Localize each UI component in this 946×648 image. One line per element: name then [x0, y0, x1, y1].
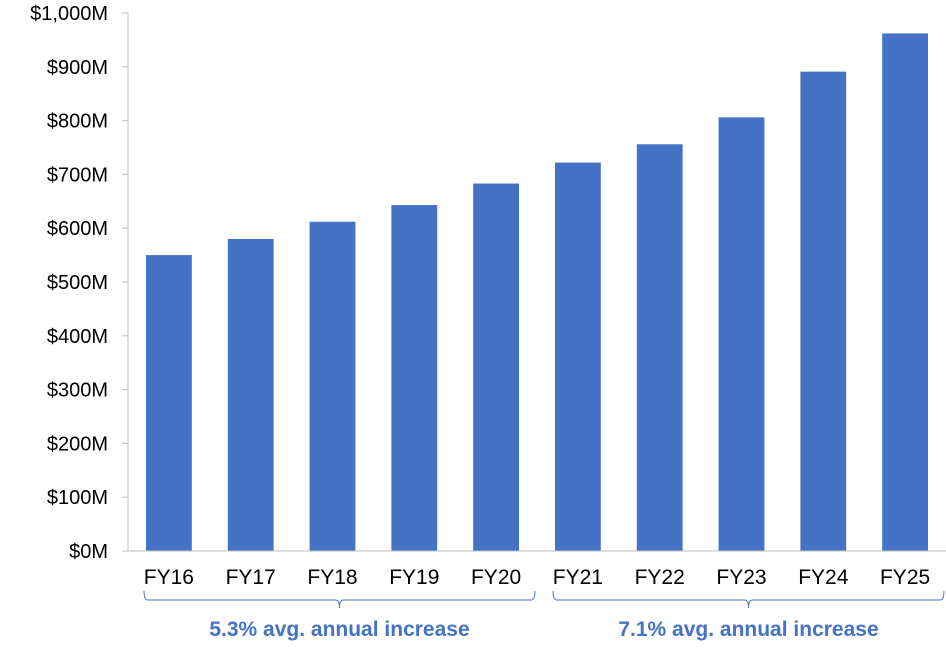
brace-2 — [552, 590, 945, 609]
x-tick-label: FY25 — [880, 566, 930, 589]
y-tick-label: $900M — [47, 57, 108, 79]
y-tick-label: $600M — [47, 218, 108, 240]
x-axis: FY16 FY17 FY18 FY19 FY20 FY21 FY22 FY23 FY24 FY25 — [128, 550, 946, 589]
y-tick-label: $400M — [47, 326, 108, 348]
bar-fy16 — [145, 255, 192, 551]
x-tick-label: FY18 — [307, 566, 357, 589]
annotations: 5.3% avg. annual increase 7.1% avg. annua… — [143, 590, 945, 641]
x-tick-label: FY23 — [716, 566, 766, 589]
bar-fy18 — [309, 221, 356, 551]
x-tick-label: FY20 — [471, 566, 521, 589]
bar-fy21 — [554, 162, 601, 551]
y-tick-label: $0M — [69, 541, 108, 563]
x-tick-label: FY19 — [389, 566, 439, 589]
bar-fy23 — [718, 117, 765, 551]
y-tick-label: $200M — [47, 433, 108, 455]
y-tick-label: $700M — [47, 164, 108, 186]
y-axis: $0M $100M $200M $300M $400M $500M $600M $700M $8… — [30, 3, 129, 563]
x-tick-label: FY17 — [226, 566, 276, 589]
bar-fy20 — [473, 183, 520, 551]
x-tick-label: FY16 — [144, 566, 194, 589]
bars — [145, 33, 929, 552]
bar-fy19 — [391, 205, 438, 552]
brace-1 — [143, 590, 536, 609]
bar-fy24 — [800, 71, 847, 551]
y-tick-label: $500M — [47, 272, 108, 294]
annotation-label-1: 5.3% avg. annual increase — [209, 618, 469, 641]
x-tick-label: FY22 — [635, 566, 685, 589]
bar-fy17 — [227, 238, 274, 551]
y-tick-label: $100M — [47, 487, 108, 509]
x-tick-label: FY24 — [798, 566, 849, 589]
y-tick-label: $800M — [47, 111, 108, 133]
bar-fy25 — [882, 33, 929, 552]
annotation-label-2: 7.1% avg. annual increase — [618, 618, 878, 641]
y-tick-label: $300M — [47, 380, 108, 402]
x-tick-label: FY21 — [553, 566, 603, 589]
bar-fy22 — [636, 144, 683, 551]
y-tick-label: $1,000M — [30, 3, 108, 25]
